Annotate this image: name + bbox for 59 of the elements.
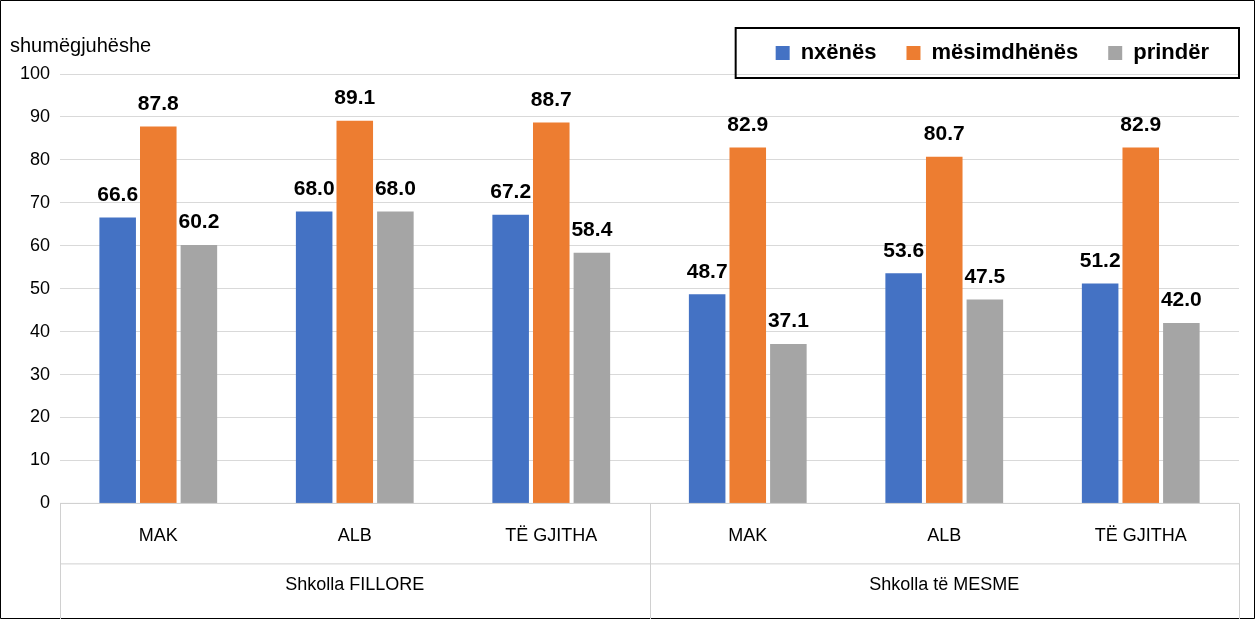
data-label: 68.0 bbox=[374, 175, 416, 199]
y-tick-label: 50 bbox=[30, 277, 51, 298]
bar bbox=[688, 294, 726, 503]
data-label: 66.6 bbox=[97, 181, 139, 205]
bar bbox=[533, 122, 570, 503]
legend-label: mësimdhënës bbox=[931, 39, 1079, 65]
data-label: 88.7 bbox=[530, 86, 572, 110]
bar bbox=[770, 344, 807, 503]
y-tick-label: 30 bbox=[30, 363, 51, 384]
y-tick-label: 40 bbox=[30, 320, 51, 341]
x-tick-label: TË GJITHA bbox=[505, 525, 598, 546]
text: Shkolla FILLORE bbox=[285, 574, 425, 595]
x-tick-label: ALB bbox=[337, 525, 372, 546]
data-label: 47.5 bbox=[964, 263, 1006, 287]
bar bbox=[99, 217, 136, 503]
legend-label: nxënës bbox=[800, 39, 877, 65]
data-label: 82.9 bbox=[727, 111, 769, 135]
data-label: 53.6 bbox=[883, 237, 925, 261]
bar bbox=[885, 273, 922, 503]
bar bbox=[140, 126, 177, 503]
data-label: 87.8 bbox=[137, 90, 180, 114]
bar bbox=[966, 299, 1004, 503]
y-tick-label: 80 bbox=[30, 148, 51, 169]
bar bbox=[729, 147, 767, 503]
data-label: 60.2 bbox=[178, 209, 220, 233]
y-tick-label: 90 bbox=[30, 105, 51, 126]
x-tick-label: ALB bbox=[927, 525, 962, 546]
bar bbox=[492, 214, 529, 503]
x-tick-label: MAK bbox=[728, 525, 768, 546]
text: Shkolla të MESME bbox=[869, 574, 1020, 595]
y-tick-label: 60 bbox=[30, 234, 51, 255]
data-label: 58.4 bbox=[571, 216, 613, 240]
y-tick-label: 70 bbox=[30, 191, 51, 212]
bar bbox=[336, 120, 374, 503]
data-label: 51.2 bbox=[1079, 247, 1121, 271]
data-label: 89.1 bbox=[334, 85, 376, 109]
x-tick-label: MAK bbox=[138, 525, 178, 546]
data-label: 80.7 bbox=[923, 121, 965, 145]
y-tick-label: 100 bbox=[19, 62, 51, 83]
data-label: 37.1 bbox=[767, 308, 810, 332]
bar bbox=[377, 211, 414, 503]
y-tick-label: 0 bbox=[40, 492, 51, 513]
bar bbox=[295, 211, 333, 503]
y-tick-label: 10 bbox=[30, 449, 51, 470]
y-tick-label: 20 bbox=[30, 406, 51, 427]
chart-title: shumëgjuhëshe bbox=[10, 33, 152, 56]
bar bbox=[1163, 323, 1200, 503]
data-label: 82.9 bbox=[1120, 111, 1162, 135]
bar bbox=[925, 156, 963, 503]
x-tick-label: TË GJITHA bbox=[1094, 525, 1187, 546]
legend-label: prindër bbox=[1133, 39, 1210, 65]
data-label: 67.2 bbox=[490, 179, 532, 203]
bar bbox=[573, 252, 611, 503]
bar bbox=[180, 244, 218, 503]
data-label: 68.0 bbox=[293, 175, 335, 199]
data-label: 42.0 bbox=[1160, 287, 1202, 311]
data-label: 48.7 bbox=[686, 258, 728, 282]
bar bbox=[1081, 283, 1119, 503]
bar bbox=[1122, 147, 1160, 503]
